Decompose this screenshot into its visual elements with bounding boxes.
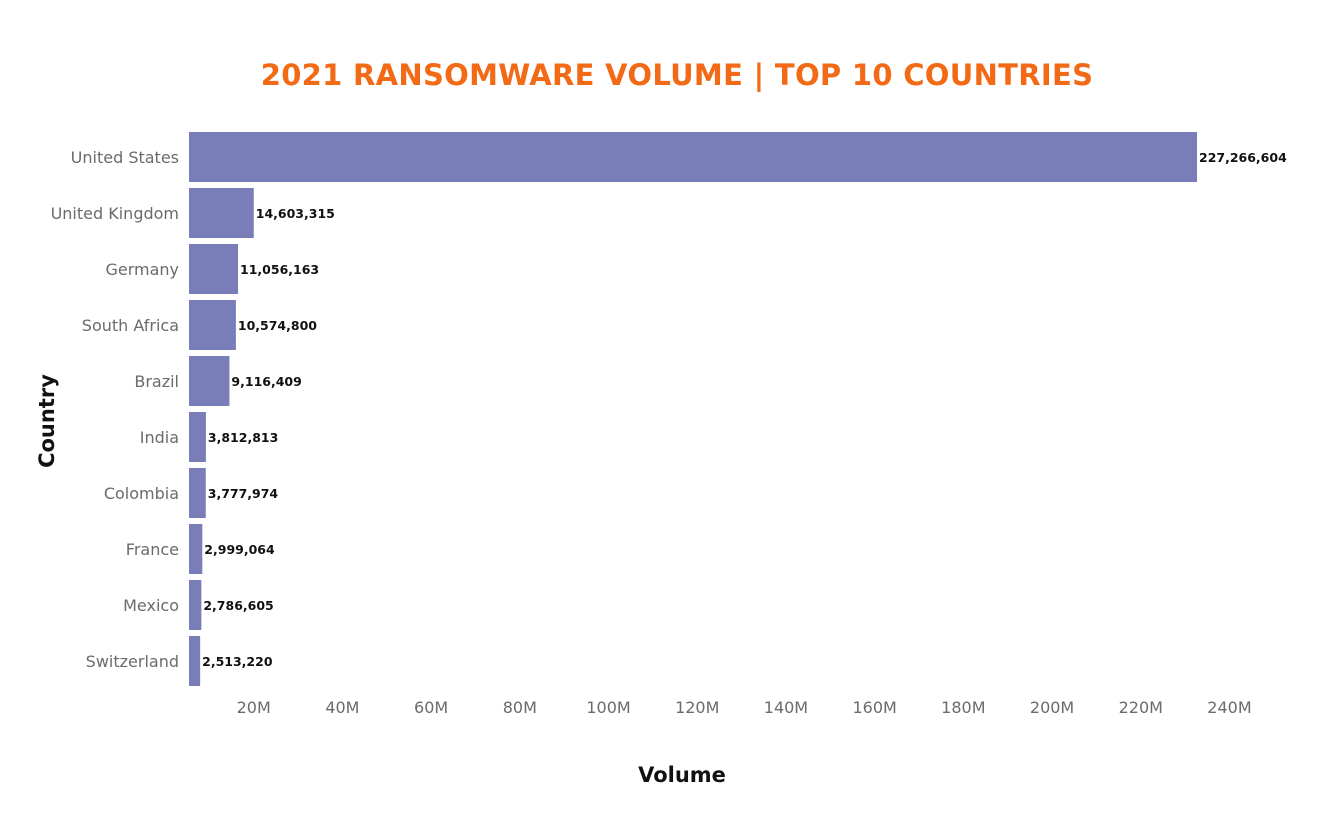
bar-value-label: 227,266,604 <box>1199 150 1287 165</box>
x-axis-ticks: 20M 40M 60M 80M 100M 120M 140M 160M 180M 200M 220M… <box>237 698 1252 717</box>
bars <box>189 132 1197 686</box>
bar <box>189 580 202 630</box>
bar-value-label: 3,812,813 <box>208 430 278 445</box>
bar <box>189 356 230 406</box>
x-tick-label: 220M <box>1119 698 1163 717</box>
bar <box>189 132 1197 182</box>
category-label: Brazil <box>134 372 179 391</box>
bar-value-label: 14,603,315 <box>256 206 335 221</box>
x-tick-label: 180M <box>941 698 985 717</box>
category-label: Switzerland <box>86 652 179 671</box>
category-label: United Kingdom <box>51 204 179 223</box>
category-label: Germany <box>105 260 179 279</box>
bar-value-label: 2,786,605 <box>203 598 273 613</box>
value-labels: 227,266,604 14,603,315 11,056,163 10,574,80… <box>202 150 1287 669</box>
bar <box>189 468 206 518</box>
bar-value-label: 2,999,064 <box>204 542 275 557</box>
x-axis-title: Volume <box>638 763 726 787</box>
category-label: Mexico <box>123 596 179 615</box>
bar <box>189 188 254 238</box>
bar-value-label: 2,513,220 <box>202 654 273 669</box>
bar <box>189 412 206 462</box>
x-tick-label: 20M <box>237 698 271 717</box>
category-label: India <box>140 428 179 447</box>
x-tick-label: 120M <box>675 698 719 717</box>
bar-value-label: 10,574,800 <box>238 318 317 333</box>
x-tick-label: 40M <box>325 698 359 717</box>
bar-value-label: 3,777,974 <box>208 486 279 501</box>
bar-value-label: 11,056,163 <box>240 262 319 277</box>
category-label: Colombia <box>104 484 179 503</box>
x-tick-label: 200M <box>1030 698 1074 717</box>
category-label: United States <box>71 148 179 167</box>
category-labels: United States United Kingdom Germany South … <box>51 148 179 671</box>
x-tick-label: 140M <box>764 698 808 717</box>
x-tick-label: 240M <box>1207 698 1251 717</box>
x-tick-label: 100M <box>586 698 630 717</box>
bar-value-label: 9,116,409 <box>231 374 301 389</box>
bar <box>189 300 236 350</box>
bar <box>189 524 203 574</box>
category-label: France <box>126 540 179 559</box>
chart-title: 2021 RANSOMWARE VOLUME | TOP 10 COUNTRIE… <box>260 58 1094 92</box>
x-tick-label: 160M <box>852 698 896 717</box>
x-tick-label: 60M <box>414 698 448 717</box>
x-tick-label: 80M <box>503 698 537 717</box>
category-label: South Africa <box>82 316 179 335</box>
bar <box>189 636 201 686</box>
bar <box>189 244 239 294</box>
y-axis-title: Country <box>35 374 59 468</box>
